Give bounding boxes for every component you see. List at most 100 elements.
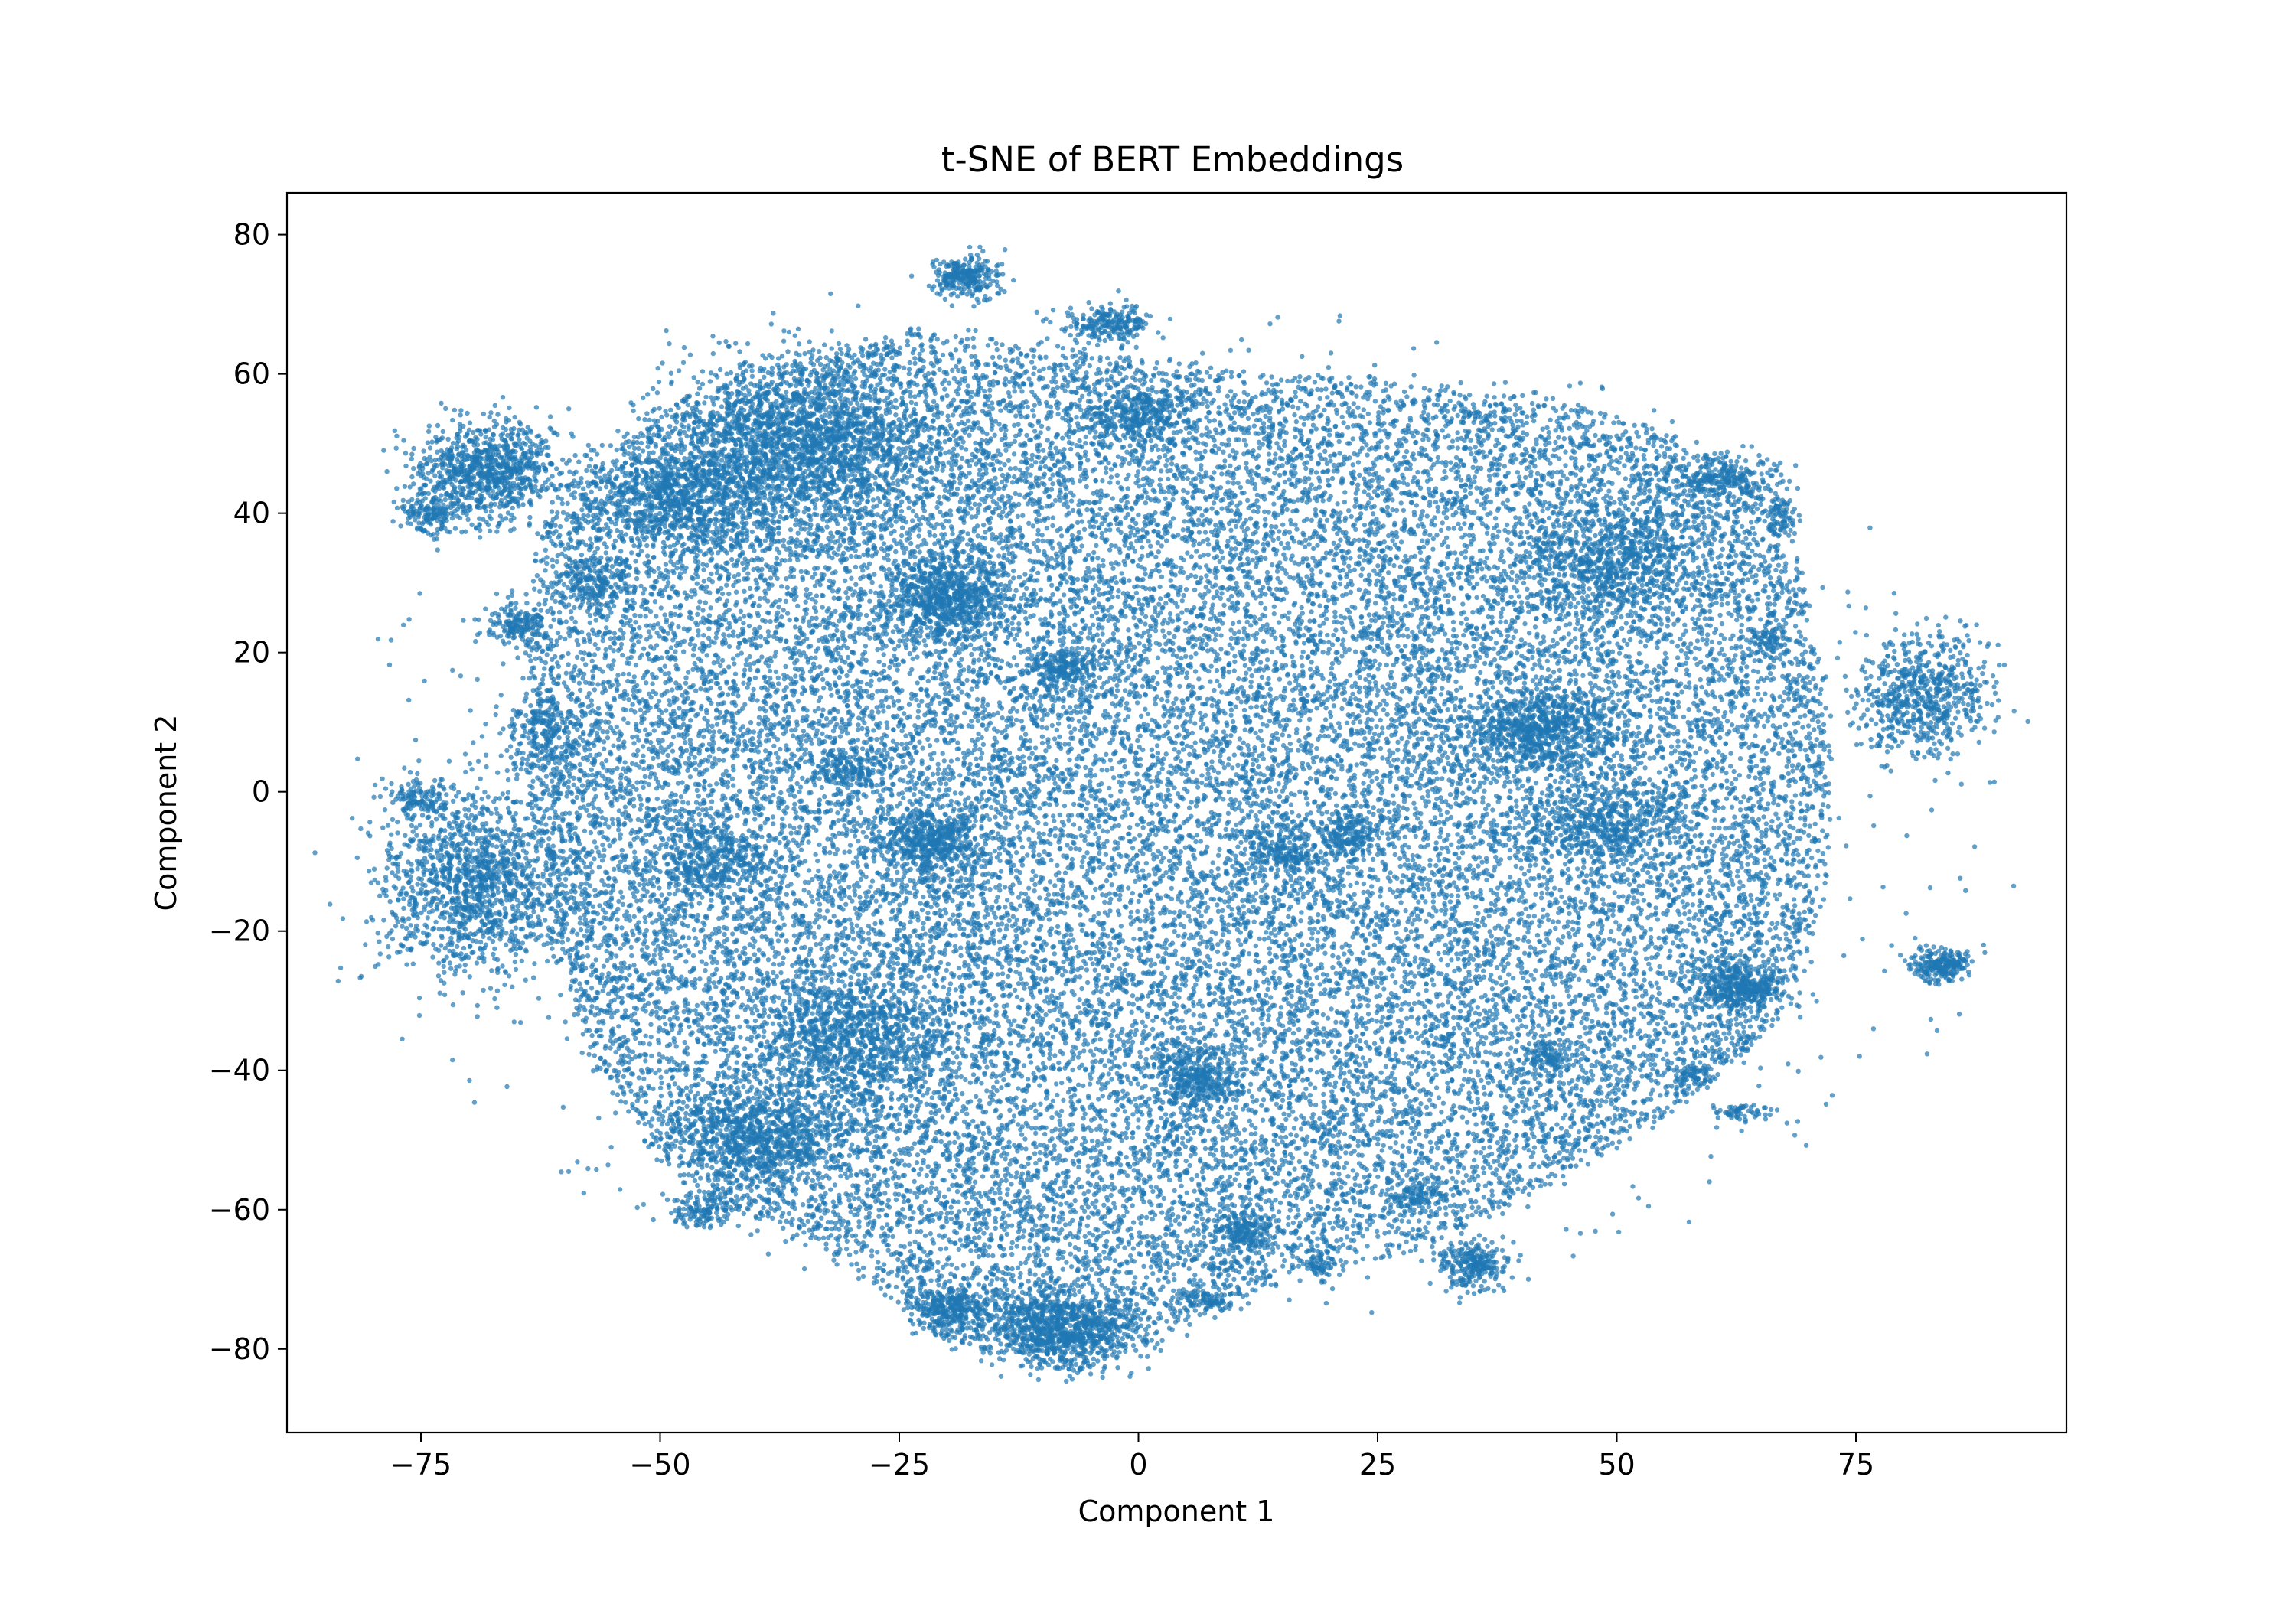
- data-point: [1311, 546, 1316, 552]
- data-point: [805, 1218, 810, 1224]
- data-point: [1484, 393, 1489, 399]
- data-point: [885, 725, 890, 730]
- data-point: [1002, 885, 1008, 890]
- data-point: [817, 901, 823, 907]
- data-point: [1044, 526, 1050, 531]
- data-points: [312, 244, 2030, 1384]
- data-point: [1470, 610, 1476, 615]
- data-point: [1772, 859, 1777, 865]
- data-point: [1764, 940, 1769, 946]
- data-point: [1308, 1101, 1313, 1107]
- data-point: [1013, 806, 1018, 812]
- data-point: [1372, 658, 1378, 663]
- data-point: [1021, 1063, 1027, 1068]
- data-point: [1563, 449, 1568, 455]
- data-point: [1573, 494, 1578, 499]
- data-point: [1322, 717, 1329, 722]
- data-point: [1067, 423, 1072, 429]
- data-point: [704, 653, 709, 658]
- data-point: [1076, 1164, 1081, 1170]
- data-point: [1473, 1027, 1478, 1032]
- data-point: [1521, 1108, 1526, 1113]
- data-point: [845, 808, 850, 813]
- data-point: [1414, 503, 1420, 508]
- data-point: [1187, 751, 1192, 757]
- data-point: [1006, 775, 1012, 781]
- data-point: [958, 945, 964, 950]
- data-point: [1009, 1182, 1014, 1187]
- data-point: [869, 1253, 875, 1259]
- data-point: [1254, 549, 1259, 556]
- data-point: [1104, 1229, 1110, 1235]
- data-point: [961, 926, 967, 932]
- data-point: [1802, 637, 1808, 642]
- data-point: [1440, 846, 1445, 851]
- data-point: [1122, 962, 1127, 967]
- data-point: [891, 960, 896, 966]
- data-point: [1727, 825, 1733, 831]
- data-point: [1203, 625, 1208, 631]
- data-point: [1023, 1146, 1029, 1152]
- data-point: [1665, 624, 1670, 629]
- data-point: [1412, 1136, 1418, 1141]
- data-point: [1220, 908, 1225, 914]
- data-point: [856, 839, 861, 844]
- data-point: [714, 781, 719, 787]
- data-point: [1019, 719, 1025, 724]
- data-point: [1035, 570, 1041, 575]
- data-point: [806, 839, 811, 845]
- data-point: [1244, 619, 1250, 624]
- data-point: [1228, 707, 1234, 712]
- data-point: [1759, 833, 1764, 839]
- data-point: [1336, 1206, 1342, 1212]
- data-point: [876, 1208, 882, 1213]
- data-point: [955, 740, 960, 745]
- data-point: [1738, 800, 1743, 805]
- data-point: [1253, 1125, 1258, 1131]
- data-point: [1215, 852, 1221, 859]
- data-point: [1156, 455, 1163, 460]
- data-point: [1494, 1167, 1499, 1172]
- data-point: [950, 531, 955, 537]
- data-point: [1355, 482, 1361, 487]
- data-point: [1464, 763, 1470, 768]
- data-point: [674, 566, 680, 571]
- data-point: [1518, 600, 1525, 605]
- data-point: [895, 644, 902, 649]
- data-point: [1174, 369, 1179, 374]
- data-point: [595, 706, 602, 711]
- data-point: [1366, 673, 1371, 678]
- data-point: [626, 697, 631, 702]
- data-point: [1249, 1021, 1255, 1026]
- data-point: [1622, 463, 1627, 468]
- data-point: [771, 961, 777, 967]
- data-point: [1805, 723, 1812, 729]
- data-point: [1029, 360, 1035, 365]
- data-point: [1261, 694, 1267, 700]
- data-point: [667, 891, 672, 897]
- data-point: [1474, 1045, 1480, 1051]
- data-point: [1439, 1110, 1444, 1115]
- data-point: [1358, 620, 1365, 626]
- data-point: [1127, 578, 1132, 583]
- data-point: [1531, 1145, 1538, 1150]
- data-point: [1436, 615, 1441, 621]
- data-point: [1231, 1276, 1237, 1283]
- data-point: [1513, 456, 1519, 462]
- data-point: [1329, 787, 1334, 792]
- data-point: [925, 736, 931, 742]
- data-point: [996, 354, 1003, 360]
- data-point: [542, 666, 547, 671]
- data-point: [1548, 772, 1554, 778]
- data-point: [1727, 729, 1732, 735]
- data-point: [1329, 513, 1335, 518]
- data-point: [1712, 817, 1717, 823]
- data-point: [1085, 458, 1091, 463]
- data-point: [1672, 835, 1678, 840]
- data-point: [967, 1080, 974, 1085]
- data-point: [1721, 846, 1727, 852]
- data-point: [1332, 619, 1337, 625]
- data-point: [813, 655, 818, 660]
- data-point: [1356, 587, 1362, 592]
- data-point: [1508, 1045, 1514, 1051]
